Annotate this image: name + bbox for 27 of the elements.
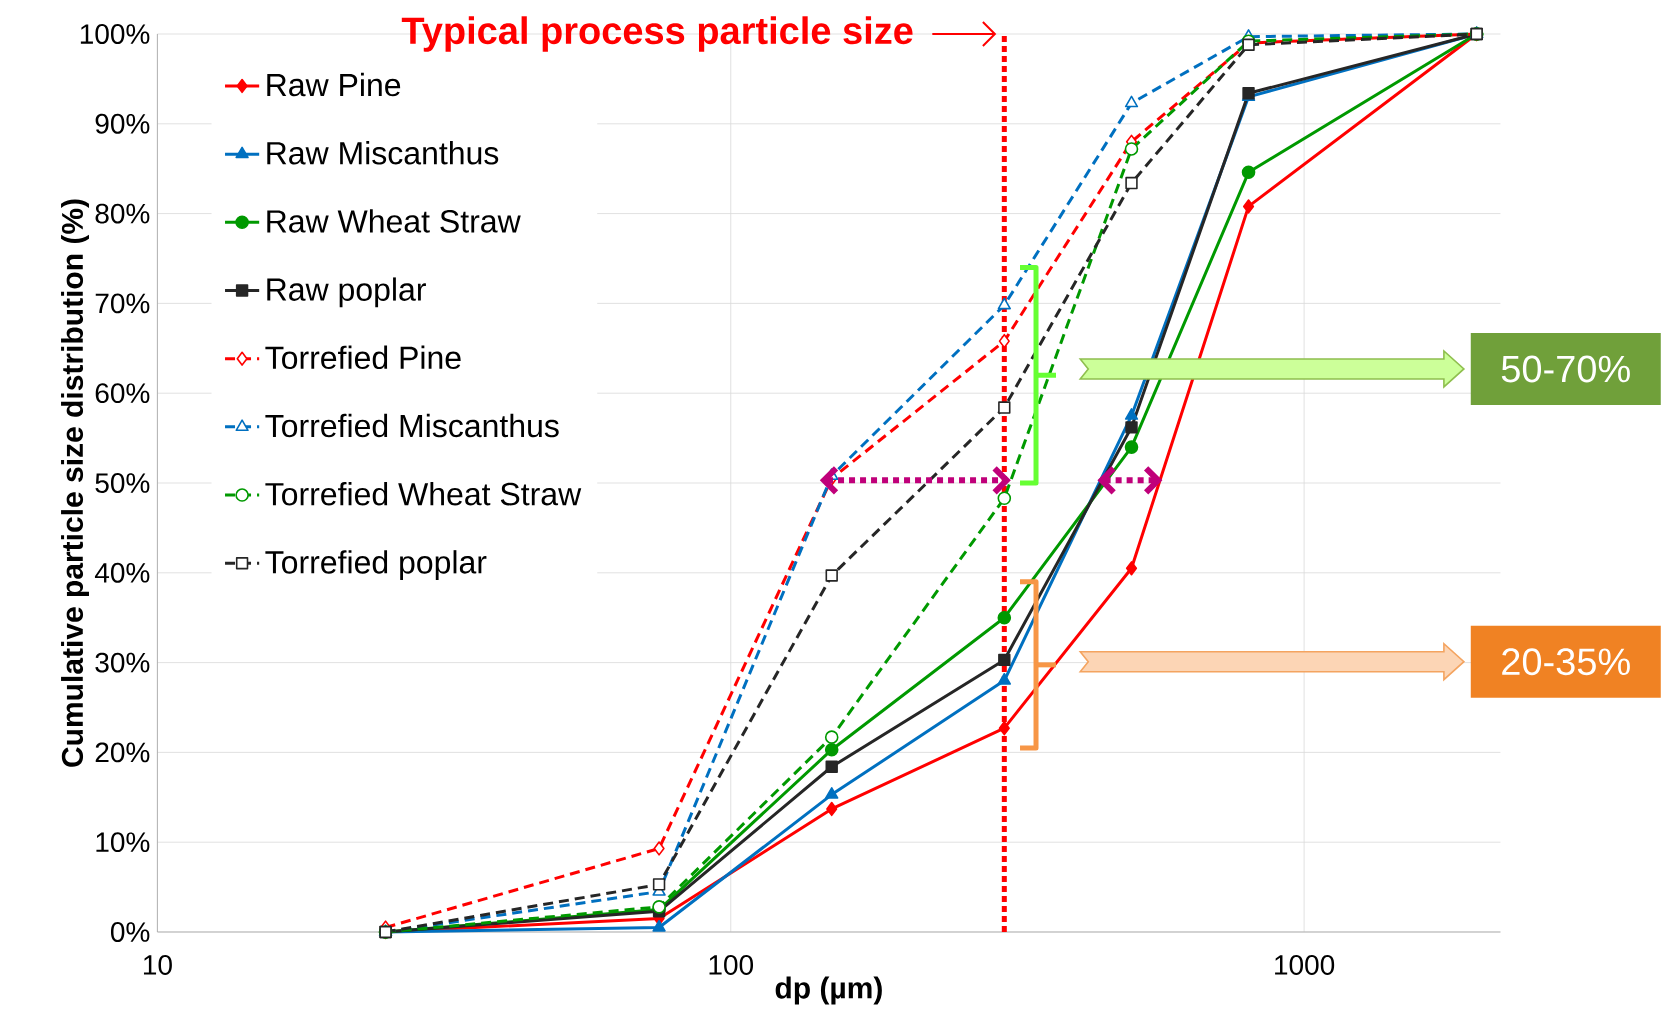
legend-label: Torrefied poplar (265, 550, 487, 580)
y-tick-label: 80% (95, 203, 150, 224)
legend-label: Torrefied Wheat Straw (265, 481, 582, 506)
text: 50-70% (1501, 355, 1630, 383)
y-tick-label: 40% (94, 562, 150, 583)
x-tick-label: 10 (143, 955, 172, 975)
legend-label: Raw poplar (267, 277, 426, 308)
legend-label: Raw Miscanthus (267, 141, 499, 165)
ref-line-label: Typical process particle size (401, 16, 913, 52)
legend-label: Torrefied Pine (265, 345, 461, 370)
x-axis-title: dp (µm) (775, 976, 882, 1005)
x-tick-label: 100 (709, 955, 754, 975)
legend-label: Raw Wheat Straw (267, 209, 521, 233)
y-tick-label: 20% (95, 742, 150, 763)
legend-label: Raw Pine (267, 72, 401, 97)
y-tick-label: 70% (95, 293, 150, 314)
y-tick-label: 90% (95, 113, 150, 134)
y-axis-title: Cumulative particle size distribution (%) (61, 199, 89, 767)
y-tick-label: 10% (96, 832, 150, 853)
y-tick-label: 30% (95, 652, 150, 673)
x-tick-label: 1000 (1275, 955, 1335, 975)
text: 20-35% (1502, 648, 1630, 676)
y-tick-label: 100% (80, 24, 150, 44)
y-tick-label: 50% (95, 473, 150, 493)
legend-label: Torrefied Miscanthus (265, 413, 559, 438)
y-tick-label: 60% (95, 383, 150, 404)
y-tick-label: 0% (110, 922, 150, 942)
